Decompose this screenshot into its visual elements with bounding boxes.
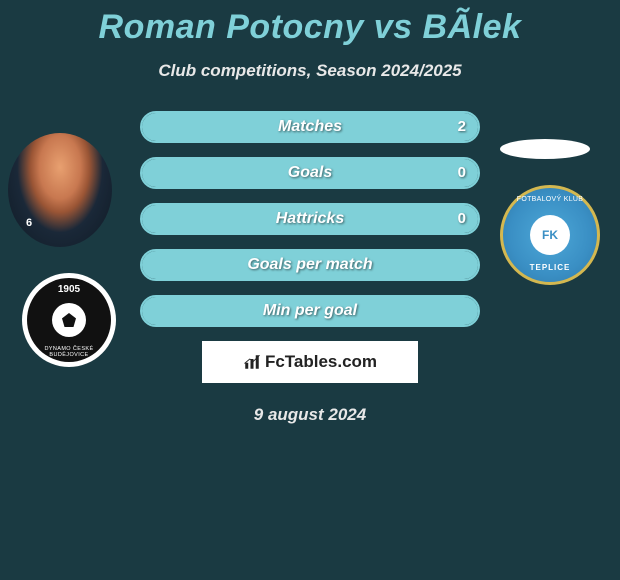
stats-bars: Matches2Goals0Hattricks0Goals per matchM… <box>140 111 480 327</box>
club-right-center-text: FK <box>542 228 558 242</box>
player-right-avatar <box>500 139 590 159</box>
stat-bar: Matches2 <box>140 111 480 143</box>
club-left-year: 1905 <box>27 284 111 295</box>
stat-bar-label: Goals per match <box>142 251 478 279</box>
comparison-title: Roman Potocny vs BÃ­lek <box>0 0 620 47</box>
brand-box: FcTables.com <box>202 341 418 383</box>
club-right-badge: FOTBALOVÝ KLUB FK TEPLICE <box>500 185 600 285</box>
club-right-center: FK <box>530 215 570 255</box>
stat-bar: Goals per match <box>140 249 480 281</box>
stat-bar-value-right: 2 <box>458 113 466 141</box>
stat-bar-value-right: 0 <box>458 205 466 233</box>
bar-chart-icon <box>243 353 261 371</box>
stat-bar-label: Matches <box>142 113 478 141</box>
club-right-top: FOTBALOVÝ KLUB <box>503 196 597 203</box>
comparison-date: 9 august 2024 <box>0 405 620 425</box>
club-right-bottom: TEPLICE <box>503 263 597 272</box>
content-area: 1905 DYNAMO ČESKÉ BUDĚJOVICE FOTBALOVÝ K… <box>0 111 620 425</box>
player-left-avatar <box>8 133 112 247</box>
stat-bar: Hattricks0 <box>140 203 480 235</box>
comparison-subtitle: Club competitions, Season 2024/2025 <box>0 61 620 81</box>
stat-bar-label: Hattricks <box>142 205 478 233</box>
brand-text: FcTables.com <box>265 352 377 372</box>
club-left-badge: 1905 DYNAMO ČESKÉ BUDĚJOVICE <box>22 273 116 367</box>
club-left-name: DYNAMO ČESKÉ BUDĚJOVICE <box>27 346 111 358</box>
soccer-ball-icon <box>52 303 86 337</box>
stat-bar: Goals0 <box>140 157 480 189</box>
stat-bar: Min per goal <box>140 295 480 327</box>
stat-bar-value-right: 0 <box>458 159 466 187</box>
stat-bar-label: Min per goal <box>142 297 478 325</box>
stat-bar-label: Goals <box>142 159 478 187</box>
